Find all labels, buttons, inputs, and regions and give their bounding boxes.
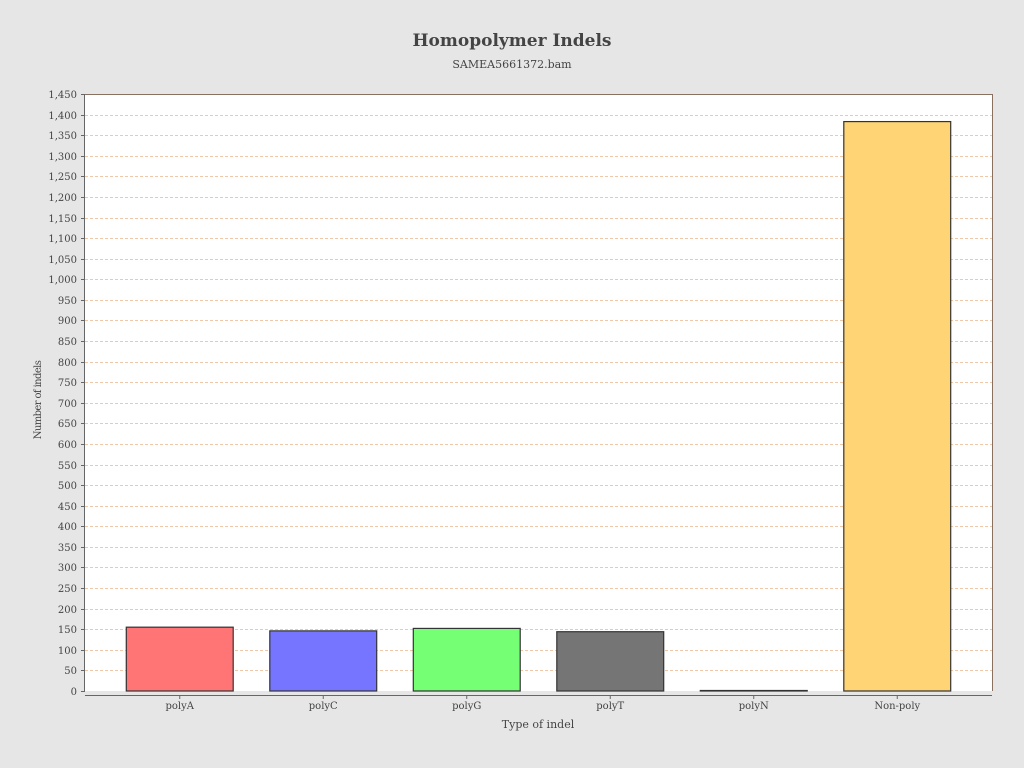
- y-tick-label: 500: [58, 481, 77, 492]
- x-tick-label: polyN: [739, 701, 769, 712]
- x-axis-ticks: polyA polyC polyG polyT polyN Non-poly: [166, 695, 921, 712]
- y-tick-label: 250: [58, 584, 77, 595]
- y-tick-label: 1,200: [48, 193, 77, 204]
- x-tick-label: polyG: [452, 701, 481, 712]
- y-tick-label: 650: [58, 419, 77, 430]
- y-tick-label: 900: [58, 316, 77, 327]
- y-tick-label: 750: [58, 378, 77, 389]
- bar-non-poly: [844, 122, 951, 691]
- y-tick-label: 100: [58, 646, 77, 657]
- y-tick-label: 950: [58, 296, 77, 307]
- bar-polyt: [557, 632, 664, 691]
- bar-polyg: [413, 628, 520, 691]
- x-tick-label: polyT: [596, 701, 624, 712]
- bar-polyn: [700, 691, 807, 692]
- y-tick-label: 1,100: [48, 234, 77, 245]
- y-tick-label: 550: [58, 461, 77, 472]
- y-tick-label: 1,250: [48, 172, 77, 183]
- y-tick-label: 1,350: [48, 131, 77, 142]
- y-axis-title: Number of indels: [33, 360, 44, 439]
- y-tick-label: 1,050: [48, 255, 77, 266]
- y-tick-label: 400: [58, 522, 77, 533]
- y-axis-ticks: 0 50 100 150 200 250 300 350 400 450 500 550 600 650 7…: [48, 90, 85, 698]
- y-tick-label: 1,300: [48, 152, 77, 163]
- y-tick-label: 450: [58, 502, 77, 513]
- y-tick-label: 350: [58, 543, 77, 554]
- y-tick-label: 850: [58, 337, 77, 348]
- y-tick-label: 50: [64, 666, 77, 677]
- x-tick-label: polyA: [166, 701, 195, 712]
- y-tick-label: 600: [58, 440, 77, 451]
- bar-polya: [126, 627, 233, 691]
- x-tick-label: polyC: [309, 701, 338, 712]
- y-tick-label: 0: [71, 687, 77, 698]
- y-tick-label: 300: [58, 563, 77, 574]
- y-tick-label: 1,450: [48, 90, 77, 101]
- x-tick-label: Non-poly: [874, 701, 920, 712]
- y-tick-label: 700: [58, 399, 77, 410]
- bar-polyc: [270, 631, 377, 691]
- y-tick-label: 800: [58, 358, 77, 369]
- y-tick-label: 1,400: [48, 111, 77, 122]
- y-tick-label: 1,000: [48, 275, 77, 286]
- x-axis-title: Type of indel: [502, 718, 575, 731]
- y-tick-label: 200: [58, 605, 77, 616]
- y-tick-label: 1,150: [48, 214, 77, 225]
- y-tick-label: 150: [58, 625, 77, 636]
